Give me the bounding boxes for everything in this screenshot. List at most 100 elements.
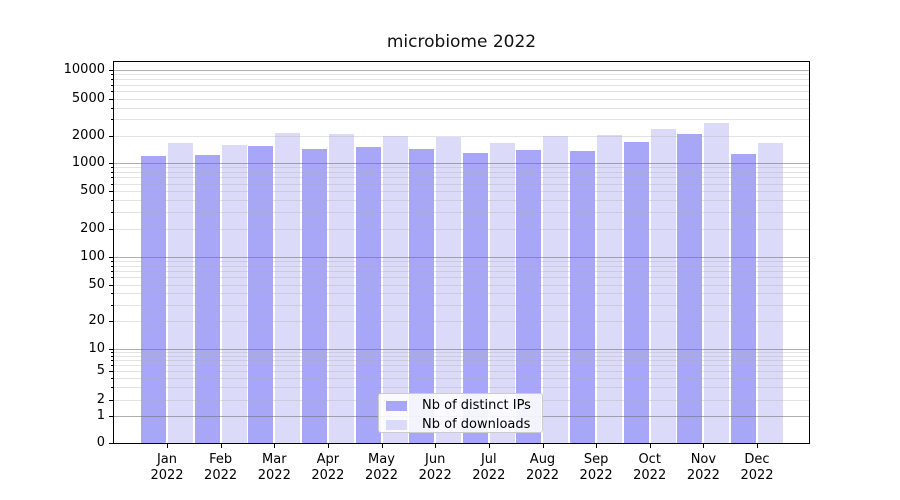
y-tick-mark-minor — [111, 365, 113, 367]
x-tick-mark — [274, 444, 276, 448]
gridline-minor — [114, 321, 809, 322]
y-tick-mark-minor — [111, 277, 113, 279]
gridline-minor — [114, 107, 809, 109]
x-tick-mark — [703, 444, 705, 448]
y-tick-mark — [109, 191, 113, 192]
y-tick-label: 10 — [88, 340, 105, 356]
x-tick-mark — [757, 444, 758, 448]
y-tick-label: 2000 — [71, 127, 105, 143]
gridline-minor — [114, 228, 809, 230]
y-tick-label: 20 — [88, 313, 105, 328]
y-tick-mark-minor — [111, 293, 113, 295]
y-tick-mark — [109, 256, 113, 258]
y-tick-mark — [109, 228, 113, 230]
y-tick-mark — [109, 98, 113, 100]
gridline-minor — [114, 172, 809, 173]
y-tick-mark-minor — [111, 360, 113, 362]
bar-downloads — [704, 123, 730, 443]
bar-ips — [623, 141, 649, 443]
gridline-minor — [114, 91, 809, 92]
bar-ips — [301, 148, 327, 443]
x-tick-label: Oct 2022 — [633, 452, 667, 483]
bar-ips — [355, 147, 381, 443]
x-tick-mark — [167, 444, 168, 448]
x-tick-mark — [542, 444, 544, 448]
bar-downloads — [543, 135, 569, 443]
bar-downloads — [168, 143, 193, 443]
gridline-minor — [114, 355, 809, 357]
x-tick-label: Mar 2022 — [257, 452, 291, 483]
gridline-minor — [114, 284, 809, 286]
y-tick-mark — [109, 371, 113, 372]
y-tick-mark-minor — [111, 167, 113, 169]
y-tick-mark — [109, 70, 113, 71]
y-tick-mark-minor — [111, 79, 113, 81]
bar-ips — [570, 151, 596, 443]
legend-item-downloads: Nb of downloads — [386, 417, 530, 433]
gridline-minor — [114, 177, 809, 179]
gridline-minor — [114, 293, 809, 295]
x-tick-label: Nov 2022 — [686, 452, 720, 483]
gridline-minor — [114, 265, 809, 267]
y-tick-mark — [109, 135, 113, 137]
y-tick-label: 5000 — [71, 90, 105, 106]
legend-label-distinct-ips: Nb of distinct IPs — [422, 398, 531, 413]
legend-label-downloads: Nb of downloads — [422, 417, 531, 432]
gridline-minor — [114, 304, 809, 306]
y-tick-mark — [109, 284, 113, 286]
gridline-minor — [114, 98, 809, 100]
gridline-minor — [114, 119, 809, 121]
bar-downloads — [436, 137, 462, 443]
y-tick-mark-minor — [111, 74, 113, 76]
y-tick-mark-minor — [111, 200, 113, 202]
y-tick-mark — [109, 348, 113, 350]
x-tick-mark — [488, 444, 490, 448]
y-tick-mark-minor — [111, 378, 113, 380]
x-tick-mark — [596, 444, 598, 448]
y-tick-mark-minor — [111, 84, 113, 86]
y-tick-label: 500 — [80, 183, 105, 198]
gridline-minor — [114, 270, 809, 272]
bar-ips — [677, 134, 703, 443]
y-tick-mark — [109, 400, 113, 401]
x-tick-mark — [327, 444, 329, 448]
y-tick-label: 100 — [80, 248, 105, 264]
gridline-major — [114, 256, 809, 258]
gridline-minor — [114, 277, 809, 279]
y-tick-label: 50 — [88, 276, 105, 292]
y-tick-label: 0 — [96, 435, 105, 450]
chart-title: microbiome 2022 — [386, 32, 537, 52]
bar-ips — [141, 156, 166, 443]
y-tick-mark-minor — [111, 211, 113, 213]
gridline-minor — [114, 135, 809, 137]
legend-item-distinct-ips: Nb of distinct IPs — [386, 398, 531, 414]
gridline-minor — [114, 191, 809, 192]
x-tick-label: May 2022 — [364, 452, 399, 483]
x-tick-mark — [381, 444, 383, 448]
legend-swatch-distinct-ips-icon — [386, 401, 407, 411]
y-tick-label: 10000 — [63, 62, 105, 77]
gridline-minor — [114, 371, 809, 372]
gridline-minor — [114, 167, 809, 169]
x-tick-label: Jun 2022 — [418, 452, 452, 483]
bar-downloads — [650, 128, 676, 443]
y-tick-label: 2 — [96, 392, 105, 407]
y-tick-mark-minor — [111, 351, 113, 353]
y-tick-mark-minor — [111, 260, 113, 262]
gridline-minor — [114, 365, 809, 367]
y-tick-mark-minor — [111, 304, 113, 306]
gridline-minor — [114, 360, 809, 362]
bar-downloads — [758, 143, 783, 443]
x-tick-label: Sep 2022 — [579, 452, 613, 483]
gridline-major — [114, 70, 809, 71]
bar-downloads — [221, 144, 247, 443]
y-tick-mark-minor — [111, 107, 113, 109]
gridline-minor — [114, 387, 809, 389]
y-tick-mark — [109, 321, 113, 322]
bar-downloads — [275, 133, 301, 443]
gridline-minor — [114, 74, 809, 76]
y-tick-mark-minor — [111, 119, 113, 121]
bar-downloads — [382, 135, 408, 443]
y-tick-mark-minor — [111, 177, 113, 179]
